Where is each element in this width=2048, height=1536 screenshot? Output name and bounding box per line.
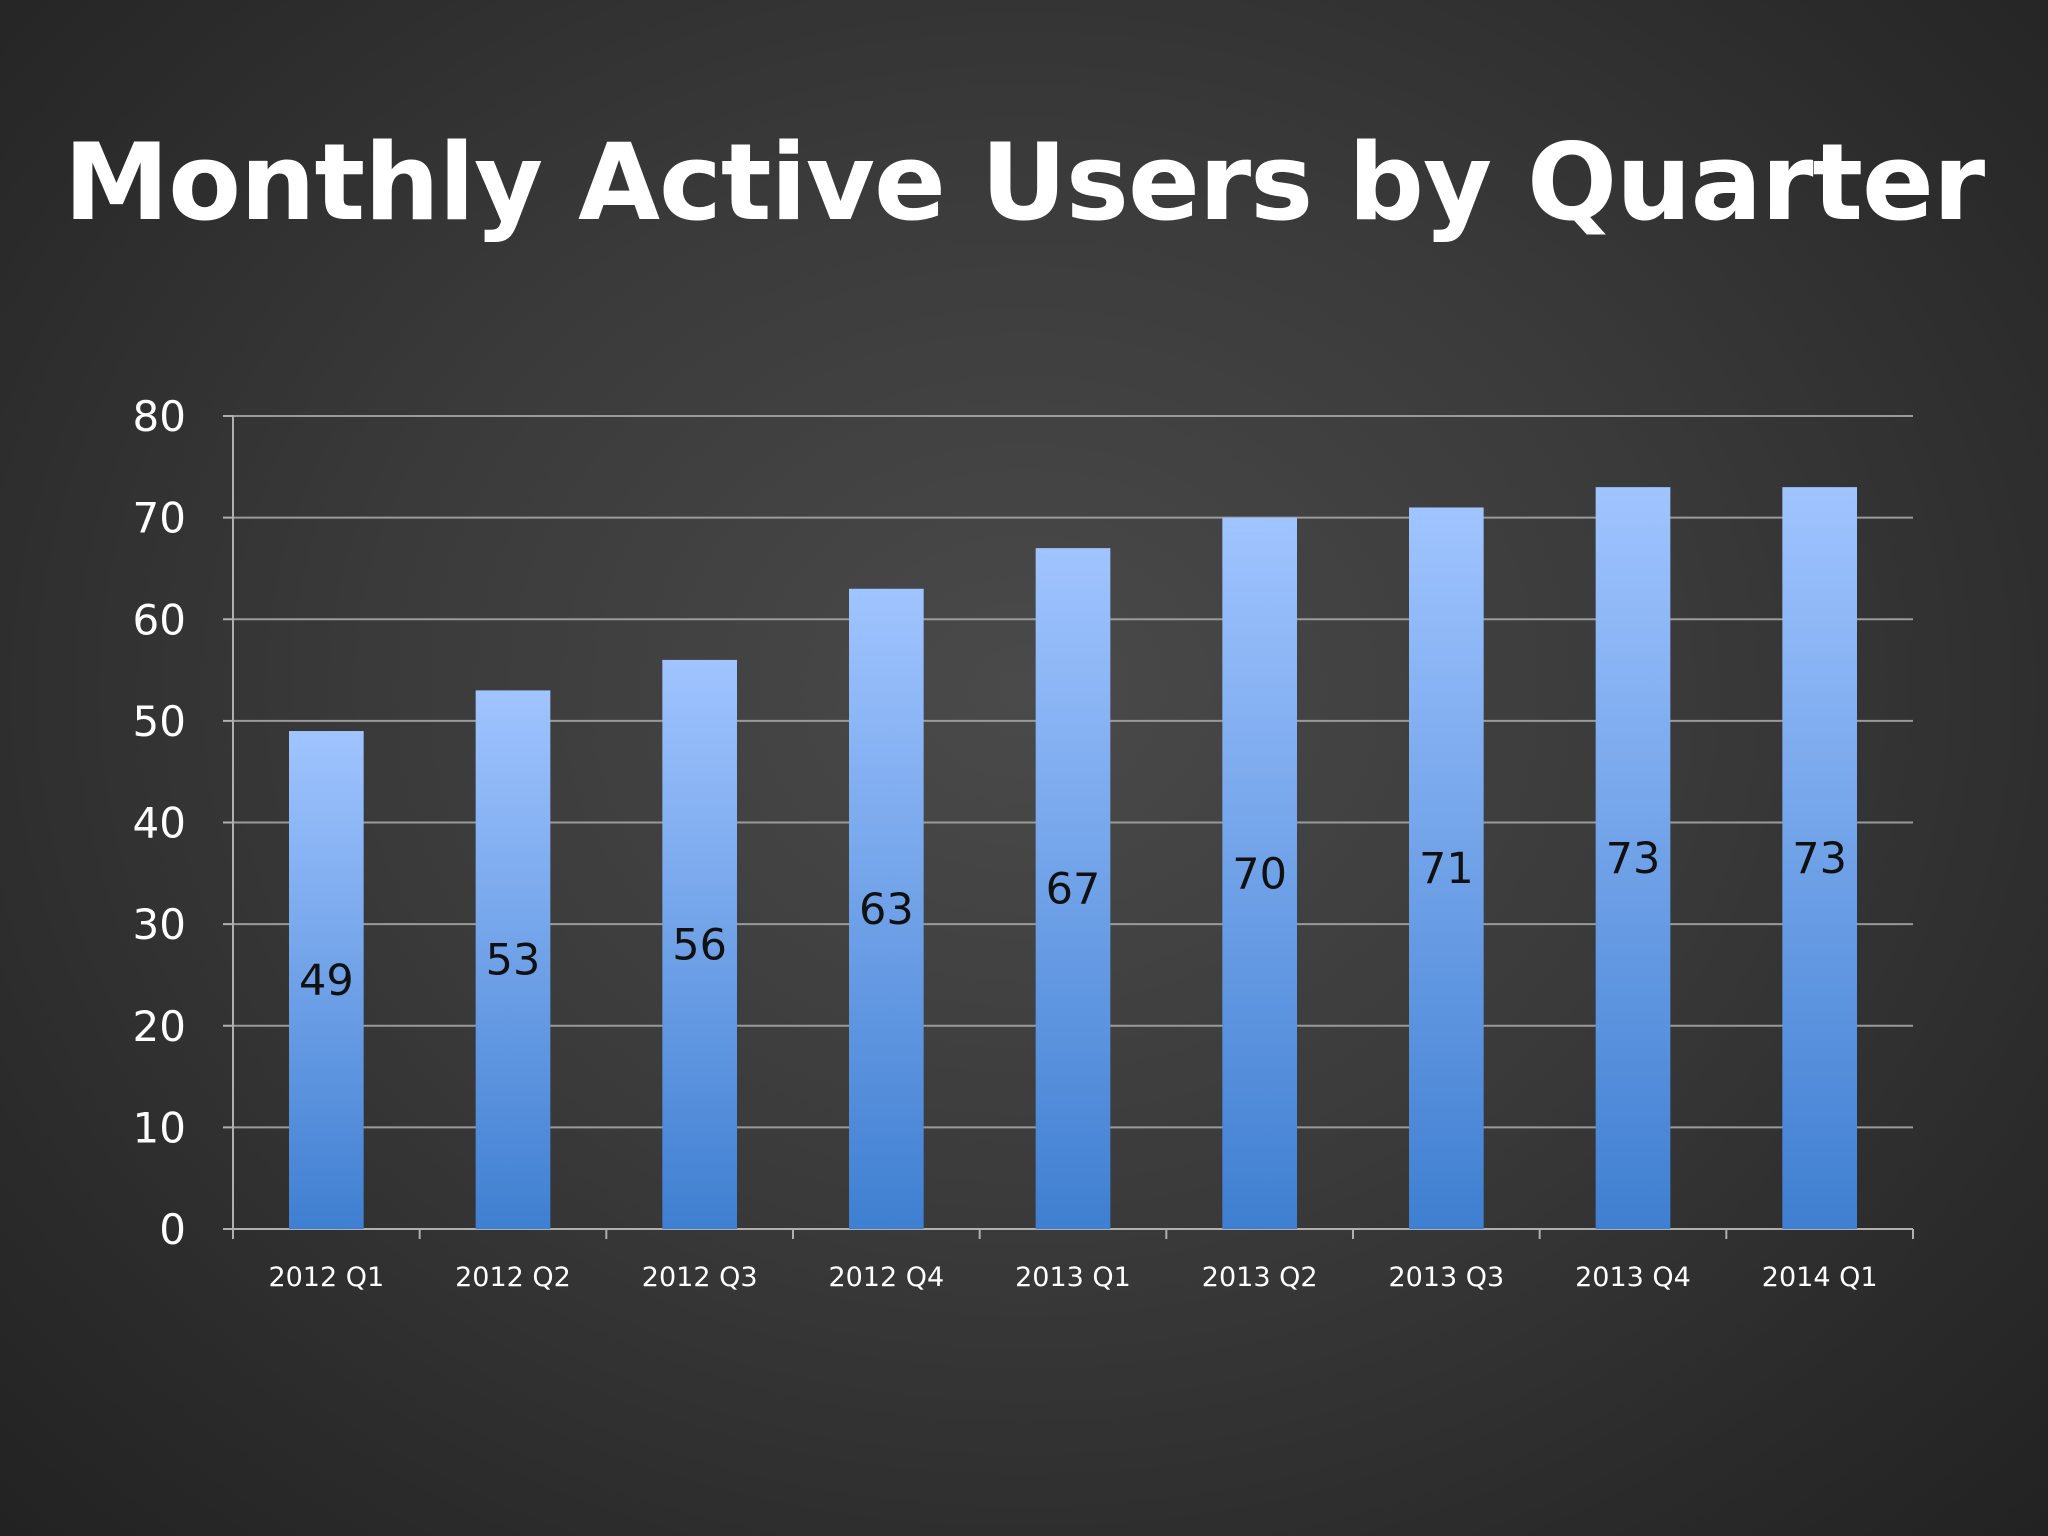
x-category-label: 2012 Q1 [268, 1262, 384, 1293]
bar [289, 731, 364, 1229]
bar [1035, 548, 1111, 1229]
bar-value-label: 56 [672, 920, 727, 970]
x-category-label: 2013 Q1 [1015, 1262, 1131, 1293]
x-category-label: 2012 Q3 [642, 1262, 758, 1293]
bar [1222, 517, 1297, 1229]
y-tick-label: 10 [133, 1103, 186, 1152]
bar-value-label: 73 [1606, 834, 1661, 884]
x-category-label: 2013 Q2 [1202, 1262, 1318, 1293]
bar-value-label: 71 [1419, 844, 1474, 894]
bars [289, 487, 1857, 1229]
bar [1782, 487, 1857, 1229]
bar [1595, 487, 1671, 1229]
slide-title: Monthly Active Users by Quarter [63, 121, 1985, 244]
bar [849, 588, 924, 1229]
bar [662, 659, 737, 1229]
x-category-label: 2012 Q2 [455, 1262, 571, 1293]
x-category-label: 2013 Q3 [1388, 1262, 1504, 1293]
y-tick-label: 70 [133, 494, 186, 543]
y-tick-label: 40 [133, 799, 186, 848]
y-tick-label: 0 [159, 1205, 186, 1254]
x-category-label: 2013 Q4 [1575, 1262, 1691, 1293]
y-tick-label: 80 [133, 392, 186, 441]
bar [475, 690, 551, 1229]
bar-value-label: 70 [1232, 849, 1287, 899]
bar [1409, 507, 1484, 1229]
bar-value-label: 63 [859, 885, 914, 935]
y-tick-label: 20 [133, 1002, 186, 1051]
bar-value-label: 67 [1046, 865, 1101, 915]
bar-value-label: 49 [299, 956, 354, 1006]
y-tick-label: 30 [133, 900, 186, 949]
x-category-label: 2012 Q4 [828, 1262, 944, 1293]
labels: 0 10 20 30 40 50 60 70 80 49 2012 Q1 53 2012 Q2 56 201… [133, 392, 1878, 1293]
y-tick-label: 50 [133, 697, 186, 746]
bar-value-label: 73 [1792, 834, 1847, 884]
y-tick-label: 60 [133, 595, 186, 644]
bar-value-label: 53 [486, 936, 541, 986]
x-category-label: 2014 Q1 [1762, 1262, 1878, 1293]
